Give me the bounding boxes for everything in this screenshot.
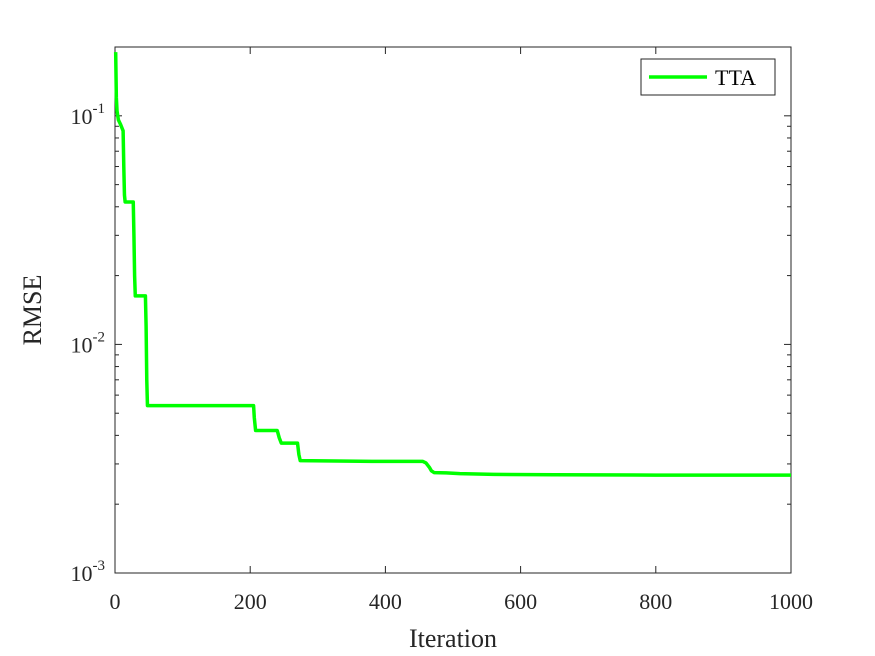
x-tick-label: 1000 [769, 589, 813, 614]
series-line-tta [113, 52, 791, 477]
y-tick-label: 10-1 [71, 101, 106, 129]
x-tick-label: 600 [504, 589, 537, 614]
legend: TTA [640, 58, 776, 96]
x-axis-label: Iteration [409, 624, 497, 653]
x-tick-label: 400 [369, 589, 402, 614]
x-tick-label: 800 [639, 589, 672, 614]
series-layer [113, 52, 791, 477]
y-tick-label: 10-2 [71, 329, 106, 357]
ticks [114, 47, 792, 574]
plot-area [114, 46, 792, 574]
x-tick-label: 0 [110, 589, 121, 614]
y-tick-label: 10-3 [71, 558, 106, 586]
legend-label: TTA [715, 65, 756, 90]
tick-labels: 0 200 400 600 800 1000 10-3 10-2 10-1 [71, 101, 814, 614]
y-axis-label: RMSE [18, 275, 47, 346]
axes [114, 46, 792, 574]
x-tick-label: 200 [234, 589, 267, 614]
